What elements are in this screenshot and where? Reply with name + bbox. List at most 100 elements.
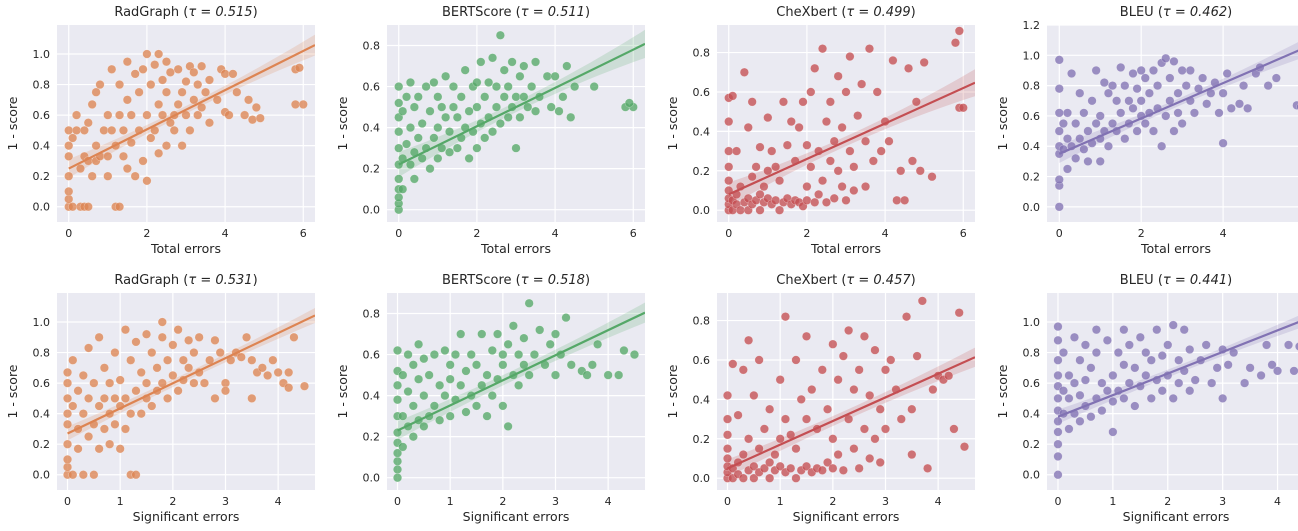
- data-point: [488, 127, 498, 137]
- data-point: [724, 117, 734, 127]
- data-point: [875, 457, 885, 467]
- data-point: [445, 127, 455, 137]
- data-point: [394, 98, 404, 108]
- data-point: [105, 439, 115, 449]
- data-point: [1128, 68, 1138, 78]
- data-point: [1136, 65, 1146, 75]
- data-point: [870, 434, 880, 444]
- data-point: [802, 140, 812, 150]
- y-tick-label: 0.4: [33, 140, 51, 153]
- data-point: [814, 189, 824, 199]
- data-point: [749, 390, 759, 400]
- data-point: [68, 401, 78, 411]
- data-point: [1054, 108, 1064, 118]
- data-point: [838, 351, 848, 361]
- data-point: [535, 325, 545, 335]
- data-point: [754, 444, 764, 454]
- data-point: [782, 140, 792, 150]
- data-point: [64, 194, 74, 204]
- data-point: [728, 91, 738, 101]
- data-point: [440, 391, 450, 401]
- data-point: [189, 348, 199, 358]
- data-point: [845, 146, 855, 156]
- data-point: [880, 365, 890, 375]
- data-point: [1086, 412, 1096, 422]
- x-tick-label: 0: [394, 495, 401, 508]
- data-point: [204, 75, 214, 85]
- data-point: [130, 171, 140, 181]
- data-point: [747, 172, 757, 182]
- data-point: [134, 87, 144, 97]
- data-point: [131, 386, 141, 396]
- data-point: [1173, 108, 1183, 118]
- data-point: [1064, 393, 1074, 403]
- data-point: [828, 339, 838, 349]
- data-point: [859, 424, 869, 434]
- data-point: [1095, 111, 1105, 121]
- data-point: [1207, 378, 1217, 388]
- data-point: [177, 141, 187, 151]
- data-point: [95, 80, 105, 90]
- data-point: [542, 71, 552, 81]
- data-point: [456, 380, 466, 390]
- data-point: [1141, 370, 1151, 380]
- data-point: [806, 87, 816, 97]
- data-point: [1053, 451, 1063, 461]
- y-tick-label: 0.4: [693, 393, 711, 406]
- data-point: [484, 77, 494, 87]
- data-point: [1163, 340, 1173, 350]
- data-point: [1271, 73, 1281, 83]
- data-point: [1218, 138, 1228, 148]
- data-point: [487, 345, 497, 355]
- data-point: [244, 95, 254, 105]
- data-point: [1239, 81, 1249, 91]
- data-point: [527, 82, 537, 92]
- data-point: [511, 143, 521, 153]
- data-point: [1177, 65, 1187, 75]
- chart-title: RadGraph (τ = 0.531): [114, 273, 257, 288]
- data-point: [619, 345, 629, 355]
- data-point: [823, 404, 833, 414]
- data-point: [821, 197, 831, 207]
- data-point: [450, 350, 460, 360]
- y-tick-label: 0.6: [693, 354, 711, 367]
- data-point: [747, 97, 757, 107]
- data-point: [798, 97, 808, 107]
- data-point: [89, 378, 99, 388]
- data-point: [169, 125, 179, 135]
- data-point: [1053, 427, 1063, 437]
- data-point: [1097, 378, 1107, 388]
- data-point: [771, 162, 781, 172]
- data-point: [723, 444, 733, 454]
- data-point: [177, 87, 187, 97]
- data-point: [508, 321, 518, 331]
- data-point: [844, 325, 854, 335]
- data-point: [810, 63, 820, 73]
- data-point: [818, 44, 828, 54]
- data-point: [519, 333, 529, 343]
- scatter-panel-7: 0 1 2 3 4 0.0 0.2 0.4 0.6 0.8 Significant errors 1 …: [665, 273, 975, 524]
- data-point: [864, 44, 874, 54]
- x-tick-label: 0: [65, 227, 72, 240]
- data-point: [1108, 118, 1118, 128]
- data-point: [115, 202, 125, 212]
- data-point: [193, 110, 203, 120]
- regression-line: [398, 42, 645, 166]
- data-point: [728, 359, 738, 369]
- x-tick-label: 6: [630, 227, 637, 240]
- regression-line: [1058, 49, 1298, 155]
- data-point: [896, 166, 906, 176]
- title-metric: CheXbert (: [776, 273, 846, 288]
- data-point: [122, 95, 132, 105]
- title-tau: τ = 0.518: [521, 273, 585, 288]
- data-point: [1062, 108, 1072, 118]
- data-point: [854, 365, 864, 375]
- data-point: [184, 335, 194, 345]
- data-point: [498, 360, 508, 370]
- x-axis-label: Total errors: [810, 241, 881, 256]
- data-point: [429, 133, 439, 143]
- data-point: [1091, 65, 1101, 75]
- data-point: [147, 401, 157, 411]
- data-point: [749, 473, 759, 483]
